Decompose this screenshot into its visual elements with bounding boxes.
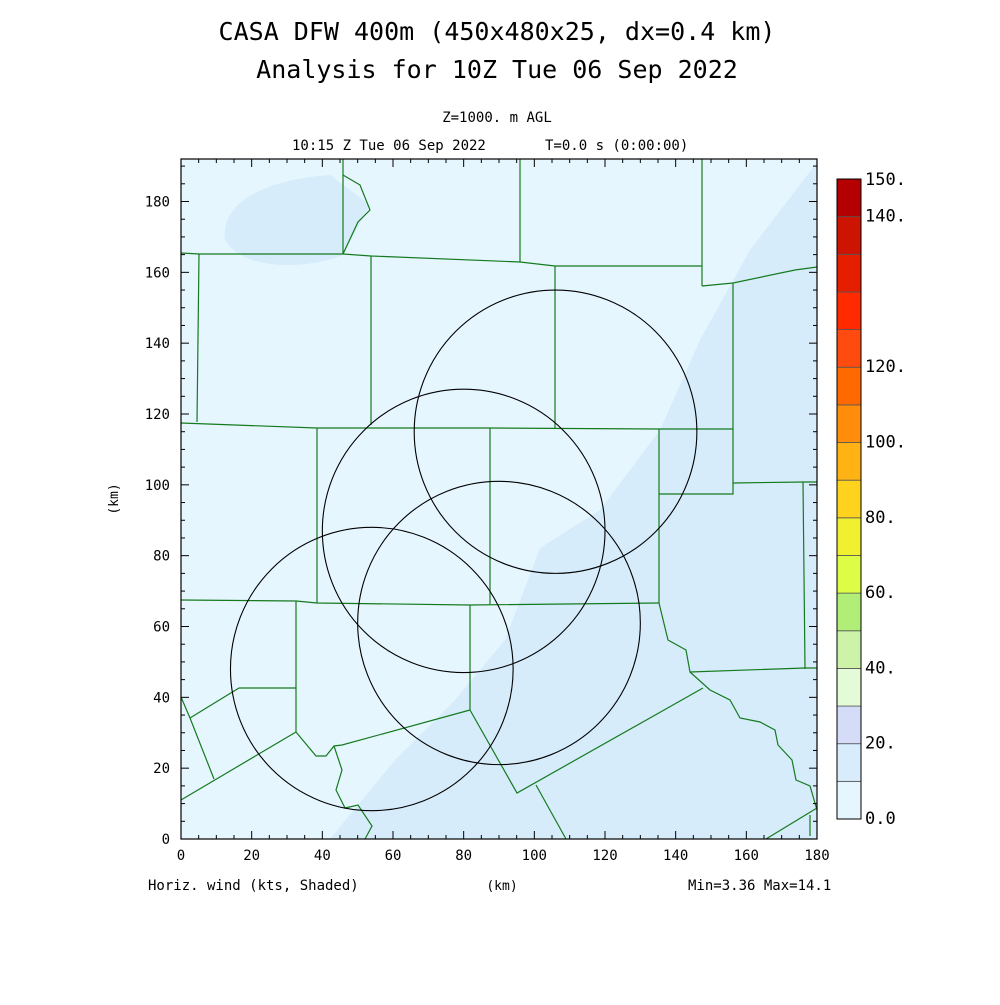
colorbar-swatch [836, 517, 862, 556]
colorbar-label: 140. [865, 207, 906, 227]
colorbar-swatch [836, 366, 862, 406]
colorbar-label: 40. [865, 658, 896, 678]
colorbar-label: 0.0 [865, 809, 896, 829]
y-tick-label: 80 [153, 549, 170, 565]
radar-ring-2 [321, 388, 606, 674]
minmax-label: Min=3.36 Max=14.1 [688, 878, 831, 894]
colorbar-swatch [836, 329, 862, 368]
y-axis-label: (km) [107, 483, 122, 514]
radar-range-rings [229, 289, 698, 812]
colorbar-swatch [836, 780, 862, 820]
colorbar-label: 20. [865, 734, 896, 754]
axes: 0 20 40 60 80 100 120 140 160 180 0 20 40 60 80 100 120 1… [145, 159, 830, 864]
x-tick-label: 180 [804, 848, 829, 864]
colorbar-label: 150. [865, 170, 906, 190]
x-tick-label: 100 [522, 848, 547, 864]
x-tick-label: 0 [177, 848, 185, 864]
wind-shade-lower-left [330, 730, 590, 839]
colorbar-swatch [836, 705, 862, 745]
colorbar-swatch [836, 630, 862, 669]
colorbar-swatch [836, 404, 862, 443]
colorbar-swatch [836, 291, 862, 330]
field-label: Horiz. wind (kts, Shaded) [148, 878, 359, 894]
radar-ring-4 [413, 289, 698, 574]
y-tick-label: 140 [145, 336, 170, 352]
x-axis-label: (km) [486, 879, 517, 894]
y-tick-label: 120 [145, 407, 170, 423]
wind-shade-band [330, 159, 817, 839]
y-tick-label: 40 [153, 690, 170, 706]
y-tick-label: 20 [153, 761, 170, 777]
radar-ring-3 [357, 480, 641, 766]
colorbar-swatch [836, 442, 862, 481]
radar-ring-1 [229, 526, 514, 812]
colorbar: 0.0 20. 40. 60. 80. 100. 120. 140. 150. [836, 170, 906, 829]
y-tick-label: 100 [145, 478, 170, 494]
x-tick-label: 160 [734, 848, 759, 864]
x-tick-label: 20 [243, 848, 260, 864]
colorbar-label: 60. [865, 583, 896, 603]
title-line-1: CASA DFW 400m (450x480x25, dx=0.4 km) [219, 17, 776, 46]
x-tick-label: 80 [455, 848, 472, 864]
x-tick-label: 40 [314, 848, 331, 864]
colorbar-label: 100. [865, 433, 906, 453]
colorbar-swatch [836, 743, 862, 782]
wind-shade-patch-nw [224, 175, 370, 266]
x-tick-label: 60 [385, 848, 402, 864]
level-label: Z=1000. m AGL [442, 110, 552, 126]
y-tick-label: 60 [153, 620, 170, 636]
colorbar-swatch [836, 479, 862, 519]
valid-time-label: 10:15 Z Tue 06 Sep 2022 [292, 138, 486, 154]
colorbar-label: 80. [865, 508, 896, 528]
colorbar-swatch [836, 668, 862, 707]
map-panel [180, 158, 818, 840]
y-tick-label: 160 [145, 265, 170, 281]
x-tick-label: 140 [663, 848, 688, 864]
colorbar-label: 120. [865, 357, 906, 377]
x-tick-label: 120 [592, 848, 617, 864]
colorbar-frame [836, 178, 862, 820]
colorbar-swatch [836, 216, 862, 255]
colorbar-swatch [836, 253, 862, 293]
y-tick-label: 0 [162, 832, 170, 848]
y-tick-label: 180 [145, 195, 170, 211]
model-time-label: T=0.0 s (0:00:00) [545, 138, 688, 154]
colorbar-swatch [836, 555, 862, 594]
colorbar-swatch [836, 178, 862, 218]
county-boundaries [180, 159, 818, 840]
colorbar-swatch [836, 592, 862, 632]
title-line-2: Analysis for 10Z Tue 06 Sep 2022 [256, 55, 738, 84]
